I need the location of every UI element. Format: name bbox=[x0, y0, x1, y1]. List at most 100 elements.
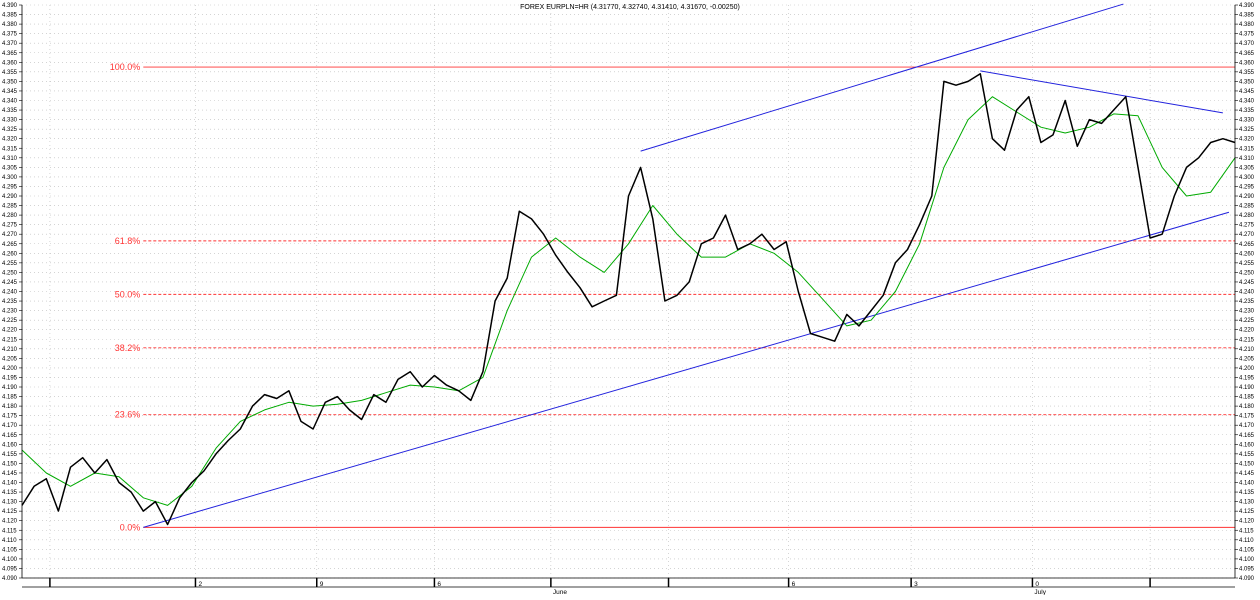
y-tick-label: 4.385 bbox=[2, 13, 18, 19]
y-tick-label: 4.210 bbox=[2, 347, 18, 353]
y-tick-label: 4.245 bbox=[1239, 280, 1255, 286]
y-tick-label: 4.290 bbox=[1239, 194, 1255, 200]
y-tick-label: 4.335 bbox=[1239, 108, 1255, 114]
y-tick-label: 4.285 bbox=[1239, 204, 1255, 210]
y-tick-label: 4.150 bbox=[1239, 461, 1255, 467]
y-tick-label: 4.130 bbox=[1239, 500, 1255, 506]
fib-level-label: 23.6% bbox=[115, 410, 141, 420]
trendlines bbox=[143, 3, 1230, 528]
y-tick-label: 4.375 bbox=[2, 32, 18, 38]
y-tick-label: 4.260 bbox=[1239, 251, 1255, 257]
price-series bbox=[21, 73, 1236, 526]
y-tick-label: 4.270 bbox=[2, 232, 18, 238]
x-tick-label: 3 bbox=[914, 581, 918, 588]
y-tick-label: 4.300 bbox=[2, 175, 18, 181]
y-tick-label: 4.180 bbox=[2, 404, 18, 410]
y-tick-label: 4.340 bbox=[1239, 99, 1255, 105]
y-tick-label: 4.090 bbox=[1239, 576, 1255, 582]
y-tick-label: 4.115 bbox=[2, 528, 17, 534]
y-tick-label: 4.140 bbox=[1239, 481, 1255, 487]
y-tick-label: 4.095 bbox=[2, 566, 18, 572]
y-tick-label: 4.235 bbox=[2, 299, 18, 305]
y-tick-label: 4.315 bbox=[2, 146, 18, 152]
y-tick-label: 4.255 bbox=[2, 261, 18, 267]
y-tick-label: 4.155 bbox=[2, 452, 18, 458]
y-tick-label: 4.190 bbox=[2, 385, 18, 391]
y-tick-label: 4.165 bbox=[2, 433, 18, 439]
y-tick-label: 4.320 bbox=[2, 137, 18, 143]
y-tick-label: 4.125 bbox=[2, 509, 18, 515]
y-tick-label: 4.125 bbox=[1239, 509, 1255, 515]
y-tick-label: 4.195 bbox=[1239, 375, 1255, 381]
y-tick-label: 4.280 bbox=[2, 213, 18, 219]
y-tick-label: 4.335 bbox=[2, 108, 18, 114]
y-tick-label: 4.360 bbox=[2, 60, 18, 66]
fibonacci-levels: 100.0% 61.8% 50.0% 38.2% 23.6% 0.0% bbox=[110, 62, 1235, 532]
chart-title: FOREX EURPLN=HR (4.31770, 4.32740, 4.314… bbox=[520, 4, 740, 11]
y-tick-label: 4.160 bbox=[1239, 442, 1255, 448]
y-tick-label: 4.385 bbox=[1239, 13, 1255, 19]
y-tick-label: 4.340 bbox=[2, 99, 18, 105]
y-tick-label: 4.210 bbox=[1239, 347, 1255, 353]
y-tick-label: 4.215 bbox=[2, 337, 18, 343]
y-tick-label: 4.165 bbox=[1239, 433, 1255, 439]
y-tick-label: 4.355 bbox=[2, 70, 18, 76]
y-tick-label: 4.320 bbox=[1239, 137, 1255, 143]
y-tick-label: 4.130 bbox=[2, 500, 18, 506]
y-tick-label: 4.200 bbox=[2, 366, 18, 372]
y-tick-label: 4.285 bbox=[2, 204, 18, 210]
y-tick-label: 4.230 bbox=[2, 309, 18, 315]
fib-level-label: 38.2% bbox=[115, 343, 141, 353]
y-tick-label: 4.325 bbox=[2, 127, 18, 133]
y-tick-label: 4.120 bbox=[2, 519, 18, 525]
y-tick-label: 4.100 bbox=[2, 557, 18, 563]
y-tick-label: 4.170 bbox=[1239, 423, 1255, 429]
y-tick-label: 4.115 bbox=[1239, 528, 1254, 534]
y-tick-label: 4.140 bbox=[2, 481, 18, 487]
y-tick-label: 4.180 bbox=[1239, 404, 1255, 410]
y-tick-label: 4.120 bbox=[1239, 519, 1255, 525]
y-tick-label: 4.310 bbox=[1239, 156, 1255, 162]
y-tick-label: 4.250 bbox=[2, 270, 18, 276]
x-tick-label: 6 bbox=[792, 581, 796, 588]
y-tick-label: 4.175 bbox=[1239, 414, 1255, 420]
y-tick-label: 4.235 bbox=[1239, 299, 1255, 305]
y-tick-label: 4.355 bbox=[1239, 70, 1255, 76]
y-tick-label: 4.270 bbox=[1239, 232, 1255, 238]
y-tick-label: 4.135 bbox=[1239, 490, 1255, 496]
y-tick-label: 4.145 bbox=[1239, 471, 1255, 477]
x-month-label: June bbox=[553, 589, 567, 595]
axes: 4.090 4.090 4.095 4.095 4.100 4.100 4.105 4.105… bbox=[2, 3, 1255, 596]
y-tick-label: 4.360 bbox=[1239, 60, 1255, 66]
y-tick-label: 4.185 bbox=[1239, 395, 1255, 401]
moving-average-line bbox=[21, 96, 1236, 506]
x-tick-label: 2 bbox=[198, 581, 202, 588]
y-tick-label: 4.305 bbox=[1239, 165, 1255, 171]
y-tick-label: 4.345 bbox=[1239, 89, 1255, 95]
y-tick-label: 4.305 bbox=[2, 165, 18, 171]
y-tick-label: 4.370 bbox=[1239, 41, 1255, 47]
y-tick-label: 4.090 bbox=[2, 576, 18, 582]
y-tick-label: 4.110 bbox=[1239, 538, 1254, 544]
y-tick-label: 4.105 bbox=[2, 547, 18, 553]
y-tick-label: 4.145 bbox=[2, 471, 18, 477]
y-tick-label: 4.195 bbox=[2, 375, 18, 381]
y-tick-label: 4.380 bbox=[2, 22, 18, 28]
y-tick-label: 4.265 bbox=[1239, 242, 1255, 248]
y-tick-label: 4.260 bbox=[2, 251, 18, 257]
y-tick-label: 4.150 bbox=[2, 461, 18, 467]
y-tick-label: 4.230 bbox=[1239, 309, 1255, 315]
y-tick-label: 4.105 bbox=[1239, 547, 1255, 553]
y-tick-label: 4.240 bbox=[2, 290, 18, 296]
y-tick-label: 4.220 bbox=[2, 328, 18, 334]
y-tick-label: 4.265 bbox=[2, 242, 18, 248]
y-tick-label: 4.205 bbox=[1239, 356, 1255, 362]
y-tick-label: 4.290 bbox=[2, 194, 18, 200]
y-tick-label: 4.095 bbox=[1239, 566, 1255, 572]
price-line bbox=[21, 73, 1236, 526]
y-tick-label: 4.215 bbox=[1239, 337, 1255, 343]
y-tick-label: 4.110 bbox=[2, 538, 17, 544]
y-tick-label: 4.350 bbox=[1239, 79, 1255, 85]
y-tick-label: 4.315 bbox=[1239, 146, 1255, 152]
